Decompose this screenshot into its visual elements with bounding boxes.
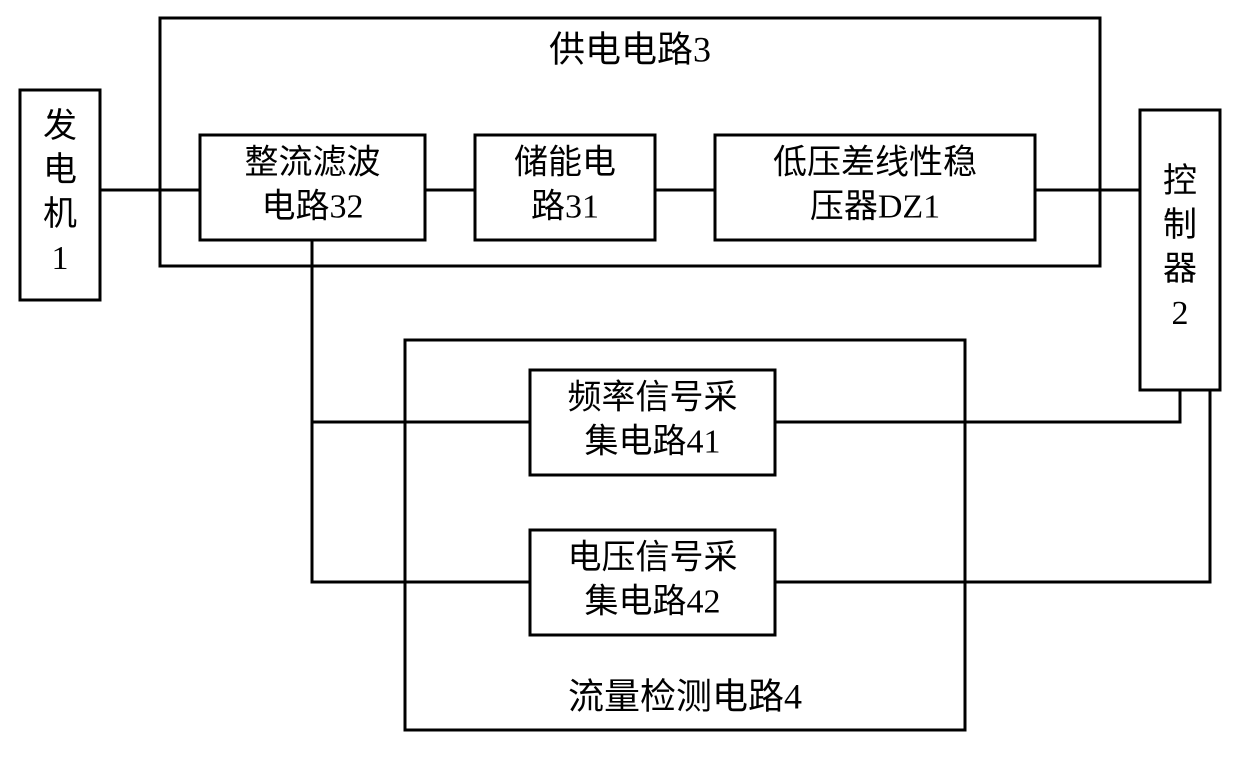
block-storage-line0: 储能电 (514, 143, 616, 181)
block-volt_acq-line0: 电压信号采 (568, 538, 738, 576)
block-generator: 发电机 1 (20, 90, 100, 300)
block-detect_group-title: 流量检测电路4 (568, 676, 802, 716)
block-freq_acq-line1: 集电路41 (585, 422, 721, 460)
block-controller-line2: 器 (1163, 251, 1197, 288)
block-storage: 储能电路31 (475, 135, 655, 240)
block-controller-line3: 2 (1172, 295, 1189, 332)
connector-rf_down_to_volt (312, 422, 530, 582)
block-generator-line0: 发 (43, 107, 77, 145)
block-power_group: 供电电路3 (160, 18, 1100, 266)
block-rect_filter: 整流滤波电路32 (200, 135, 425, 240)
block-freq_acq: 频率信号采集电路41 (530, 370, 775, 475)
block-diagram: 供电电路3 流量检测电路4 发电机 1 整流滤波电路32 储能电路31 低压差线性稳压器DZ… (0, 0, 1240, 757)
block-ldo: 低压差线性稳压器DZ1 (715, 135, 1035, 240)
block-controller-line0: 控 (1163, 162, 1197, 200)
block-generator-line1: 电 (43, 151, 77, 189)
block-rect_filter-line0: 整流滤波 (245, 143, 381, 181)
block-power_group-title: 供电电路3 (549, 29, 711, 69)
connector-freq_to_ctrl (775, 390, 1180, 422)
block-generator-line3: 1 (52, 240, 69, 277)
block-volt_acq: 电压信号采集电路42 (530, 530, 775, 635)
block-controller-line1: 制 (1163, 207, 1197, 244)
block-storage-line1: 路31 (531, 187, 599, 225)
block-generator-line2: 机 (43, 195, 77, 233)
block-ldo-line1: 压器DZ1 (810, 188, 940, 225)
block-freq_acq-line0: 频率信号采 (568, 378, 738, 416)
connector-volt_to_ctrl (775, 390, 1210, 582)
block-rect_filter-line1: 电路32 (262, 187, 364, 225)
block-controller: 控制器 2 (1140, 110, 1220, 390)
block-ldo-line0: 低压差线性稳 (773, 143, 977, 181)
block-volt_acq-line1: 集电路42 (585, 582, 721, 620)
